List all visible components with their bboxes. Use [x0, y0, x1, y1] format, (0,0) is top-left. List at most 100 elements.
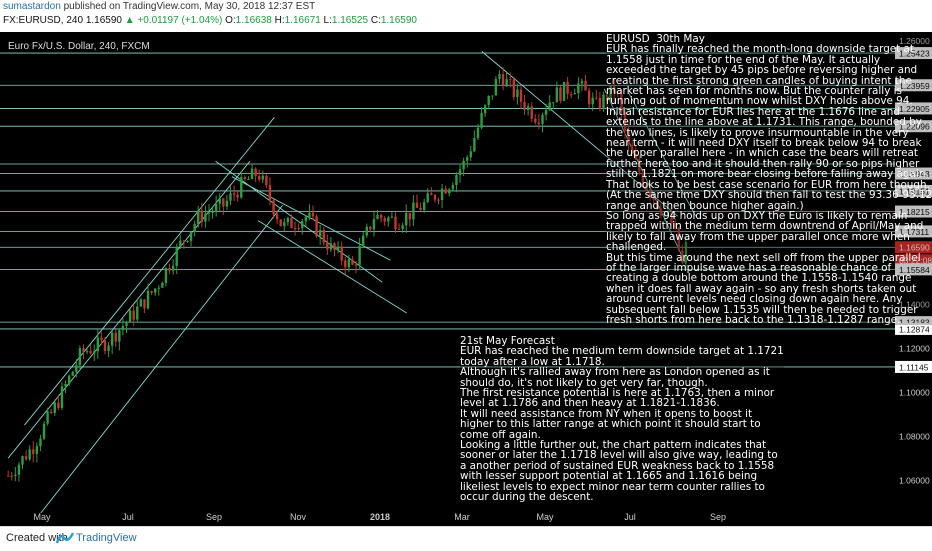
plot-area[interactable]	[0, 32, 895, 508]
candle-body	[390, 216, 394, 218]
candle-body	[283, 222, 286, 227]
candle-body	[329, 243, 333, 250]
candle-body	[365, 226, 368, 236]
level-marker	[895, 167, 932, 180]
candle-body	[476, 127, 480, 139]
candle-body	[344, 260, 347, 268]
candle-body	[681, 250, 684, 263]
candle-body	[193, 224, 196, 232]
candle-body	[616, 93, 620, 95]
candle-body	[405, 212, 408, 226]
tradingview-brand[interactable]: TradingView	[76, 532, 137, 544]
author-link[interactable]: sumastardon	[3, 1, 61, 12]
candle-body	[516, 89, 519, 98]
level-marker	[895, 184, 932, 197]
candle-body	[232, 193, 236, 195]
low-value: 1.16525	[331, 15, 369, 26]
candle-body	[573, 93, 576, 95]
candle-body	[315, 216, 318, 237]
candle-body	[469, 151, 472, 158]
candle-body	[82, 348, 85, 352]
price-chart[interactable]: Euro Fx/U.S. Dollar, 240, FXCM 1.26000 1.…	[0, 32, 932, 526]
candle-body	[42, 423, 46, 439]
annotation-21-may-forecast: 21st May Forecast EUR has reached the me…	[460, 335, 784, 504]
footer: Created with TradingView	[0, 526, 932, 551]
candle-body	[505, 79, 508, 87]
candle-body	[552, 102, 555, 104]
candle-body	[311, 212, 315, 217]
candle-body	[247, 178, 250, 180]
y-tick-label: 1.22905	[899, 104, 930, 114]
level-marker	[895, 120, 932, 133]
candle-body	[412, 202, 415, 220]
candle-body	[57, 402, 60, 408]
candle-body	[684, 242, 688, 263]
candle-body	[318, 229, 322, 237]
candle-body	[118, 330, 121, 342]
candle-body	[361, 235, 365, 247]
candle-body	[308, 212, 311, 217]
candle-body	[150, 290, 153, 293]
candle-body	[458, 169, 462, 175]
time-axis[interactable]	[0, 508, 895, 526]
candle-body	[401, 225, 404, 230]
tradingview-logo-icon	[56, 532, 74, 544]
channel-line	[628, 92, 697, 217]
candle-body	[455, 174, 458, 186]
x-tick-label: Jul	[624, 512, 636, 522]
candle-body	[354, 264, 358, 266]
y-tick-label: 1.23959	[899, 81, 930, 91]
candle-body	[491, 95, 494, 97]
candle-body	[268, 185, 272, 201]
candle-body	[125, 321, 128, 327]
candle-body	[89, 351, 92, 354]
candle-body	[53, 402, 56, 413]
level-marker	[895, 47, 932, 60]
last-price-label: 1.16590	[899, 243, 930, 253]
annotation-30-may: EURUSD 30th May EUR has finally reached …	[606, 33, 932, 326]
x-tick-label: May	[536, 512, 554, 522]
candle-body	[96, 337, 100, 352]
candle-body	[171, 265, 175, 271]
candle-body	[265, 175, 268, 186]
y-tick-label: 1.19151	[899, 186, 930, 196]
candle-body	[128, 310, 132, 322]
candle-body	[562, 81, 566, 101]
candle-body	[186, 240, 189, 242]
created-with-label: Created with	[6, 532, 68, 544]
candle-body	[440, 188, 444, 201]
candle-body	[157, 287, 160, 289]
candle-body	[670, 212, 673, 224]
candle-body	[107, 345, 110, 352]
candle-body	[85, 351, 89, 353]
candle-body	[14, 474, 17, 476]
y-tick-label: 1.25423	[899, 49, 930, 59]
candle-body	[419, 207, 422, 211]
candle-body	[143, 299, 146, 309]
candle-body	[523, 101, 526, 110]
candle-body	[620, 94, 623, 112]
candle-body	[64, 383, 67, 387]
candle-body	[437, 199, 440, 201]
candle-body	[6, 475, 10, 477]
level-marker	[895, 263, 932, 276]
up-arrow-icon: ▲	[124, 15, 135, 26]
candle-body	[10, 475, 13, 477]
candle-body	[630, 144, 634, 154]
candle-body	[512, 79, 516, 98]
candle-body	[623, 111, 627, 132]
candle-body	[483, 105, 487, 114]
publication-line: sumastardon published on TradingView.com…	[3, 1, 315, 12]
countdown-label: 03:22:08	[899, 256, 932, 266]
candle-body	[627, 131, 630, 145]
candle-body	[340, 246, 343, 261]
candle-body	[60, 386, 64, 408]
candle-body	[100, 337, 103, 340]
candle-body	[634, 153, 637, 160]
y-tick-label: 1.11145	[899, 362, 929, 372]
channel-line	[257, 220, 407, 314]
candle-body	[480, 113, 483, 128]
candle-body	[121, 326, 125, 331]
close-label: C:	[370, 15, 381, 26]
candle-body	[279, 219, 282, 227]
